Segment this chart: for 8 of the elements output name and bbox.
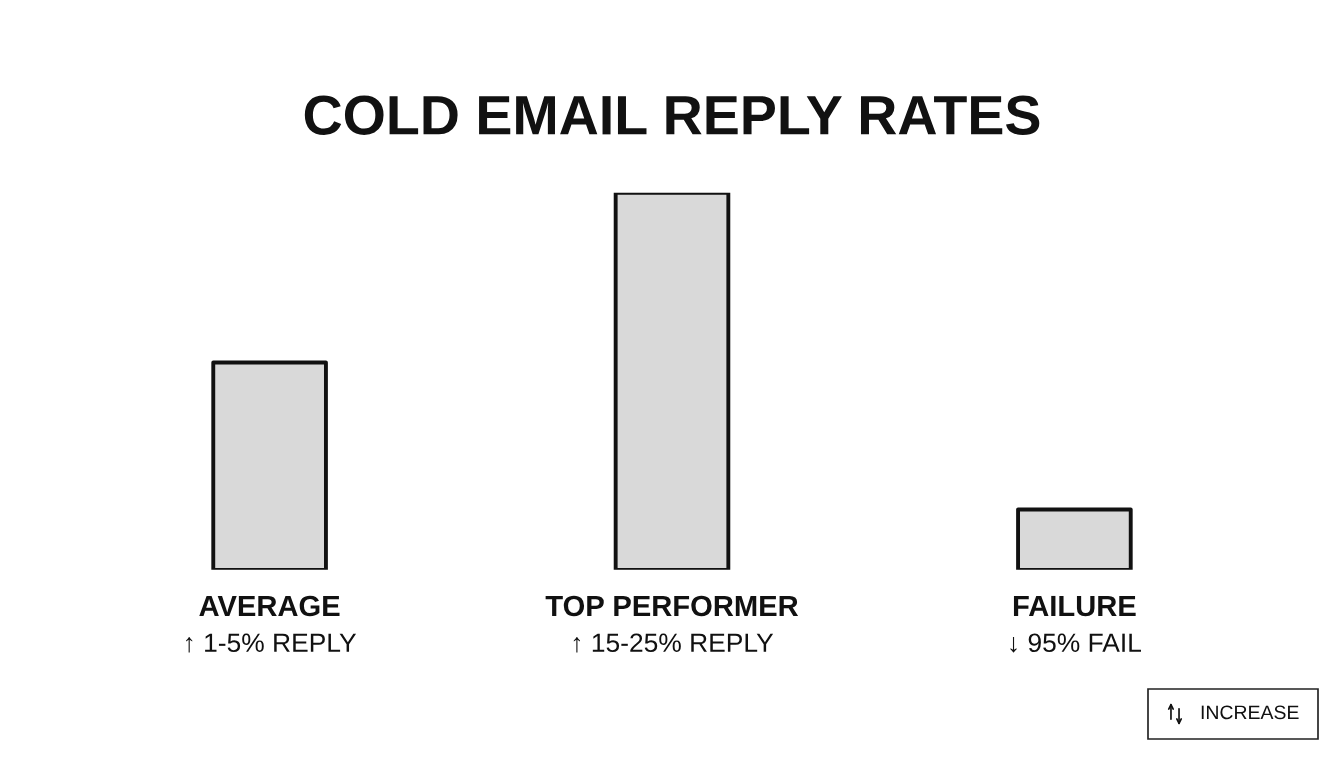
text: ↑ 15-25% REPLY [573, 633, 774, 653]
text: ↑ 1-5% REPLY [186, 633, 357, 653]
text: INCREASE [1201, 705, 1299, 720]
text: ↓ 95% FAIL [1010, 633, 1141, 653]
x-tick-label: AVERAGE [199, 595, 340, 617]
x-tick-label: FAILURE [1013, 595, 1136, 617]
x-tick-label: TOP PERFORMER [545, 595, 799, 617]
chart-title: COLD EMAIL REPLY RATES [304, 95, 1040, 135]
